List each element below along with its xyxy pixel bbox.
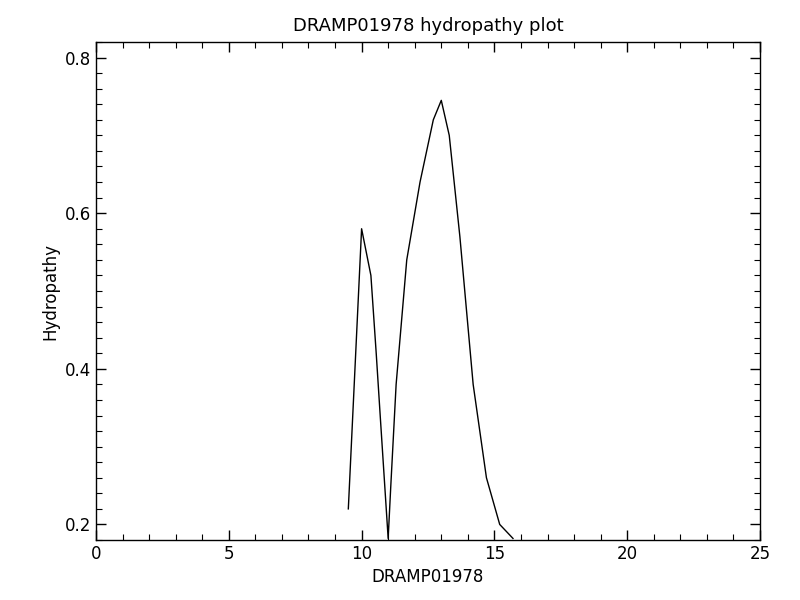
Title: DRAMP01978 hydropathy plot: DRAMP01978 hydropathy plot — [293, 17, 563, 35]
X-axis label: DRAMP01978: DRAMP01978 — [372, 568, 484, 586]
Y-axis label: Hydropathy: Hydropathy — [42, 242, 59, 340]
